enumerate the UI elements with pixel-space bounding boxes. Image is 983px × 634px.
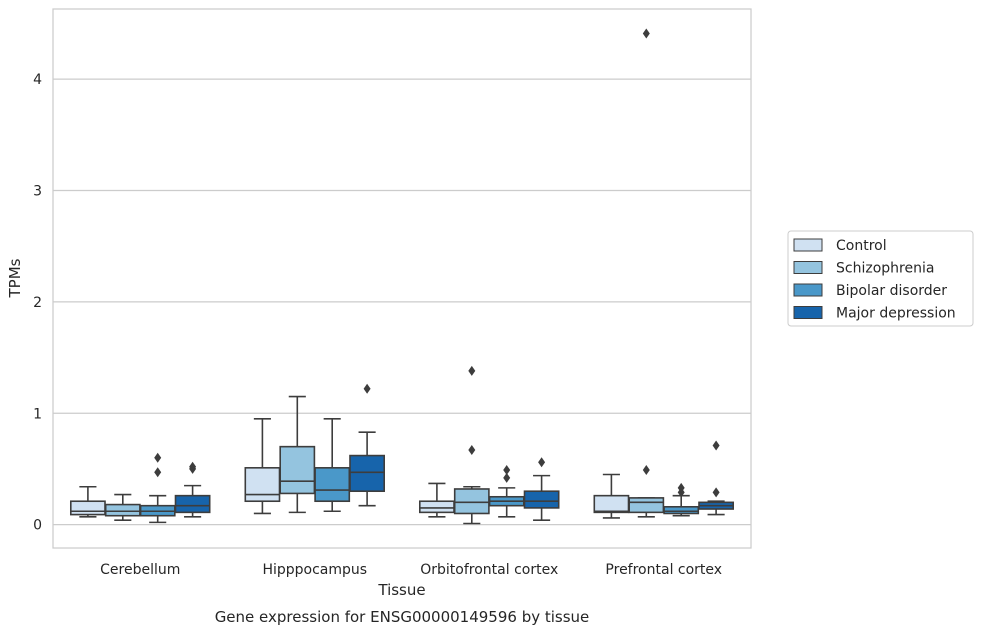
outlier-point [642, 465, 650, 476]
outlier-point [677, 482, 685, 493]
x-tick-label: Orbitofrontal cortex [420, 562, 558, 578]
chart-caption: Gene expression for ENSG00000149596 by t… [215, 608, 590, 626]
y-axis-label: TPMs [6, 258, 24, 298]
legend: Control Schizophrenia Bipolar disorder Majo… [787, 230, 974, 327]
x-axis-label: Tissue [377, 581, 425, 599]
box-body [418, 500, 455, 514]
box-body [314, 467, 351, 503]
legend-swatch [793, 238, 823, 252]
plot-frame [52, 8, 752, 549]
legend-items: Control Schizophrenia Bipolar disorder Majo… [793, 238, 956, 322]
x-tick-label: Prefrontal cortex [605, 562, 722, 578]
x-tick-label: Cerebellum [100, 562, 180, 578]
outlier-point [468, 365, 476, 376]
legend-label: Control [836, 238, 887, 254]
y-tick-label: 2 [33, 295, 42, 311]
box-control [244, 418, 281, 515]
legend-frame [787, 230, 974, 327]
outlier-point [503, 472, 511, 483]
outlier-point [642, 28, 650, 39]
box-major-depression [349, 383, 386, 507]
x-tick-labels: Cerebellum Hipppocampus Orbitofrontal cort… [100, 562, 722, 578]
outlier-point [189, 461, 197, 472]
box-body [593, 494, 630, 514]
box-body [453, 488, 490, 515]
y-tick-label: 4 [33, 72, 42, 88]
box-schizophrenia [279, 395, 316, 514]
legend-label: Major depression [836, 306, 956, 322]
box-body [174, 494, 211, 514]
outlier-point [154, 452, 162, 463]
legend-label: Bipolar disorder [836, 283, 947, 299]
y-tick-label: 3 [33, 184, 42, 200]
legend-swatch [793, 261, 823, 274]
box-major-depression [523, 457, 560, 521]
outlier-point [468, 445, 476, 455]
box-body [104, 503, 141, 517]
box-body [663, 505, 700, 515]
box-major-depression [174, 461, 211, 518]
box-bipolar-disorder [314, 418, 351, 513]
box-body [244, 467, 281, 503]
y-tick-labels: 0 1 2 3 4 [33, 72, 42, 533]
box-schizophrenia [453, 365, 490, 525]
box-major-depression [698, 440, 735, 516]
box-body [349, 454, 386, 493]
outlier-point [154, 467, 162, 478]
outlier-point [503, 465, 511, 476]
box-control [69, 485, 106, 518]
x-tick-label: Hipppocampus [262, 562, 367, 578]
y-tick-label: 0 [33, 518, 42, 534]
box-body [69, 500, 106, 516]
outlier-point [712, 487, 720, 498]
box-schizophrenia [628, 28, 665, 518]
legend-label: Schizophrenia [836, 261, 934, 277]
outlier-point [363, 383, 371, 394]
box-body [279, 445, 316, 495]
outlier-point [712, 440, 720, 451]
box-bipolar-disorder [663, 482, 700, 517]
box-plots [69, 28, 735, 525]
legend-swatch [793, 283, 823, 297]
legend-swatch [793, 306, 823, 319]
box-body [628, 497, 665, 514]
gridlines [53, 78, 751, 526]
box-control [593, 473, 630, 519]
outlier-point [538, 457, 546, 468]
y-tick-label: 1 [33, 406, 42, 422]
box-body [523, 490, 560, 509]
